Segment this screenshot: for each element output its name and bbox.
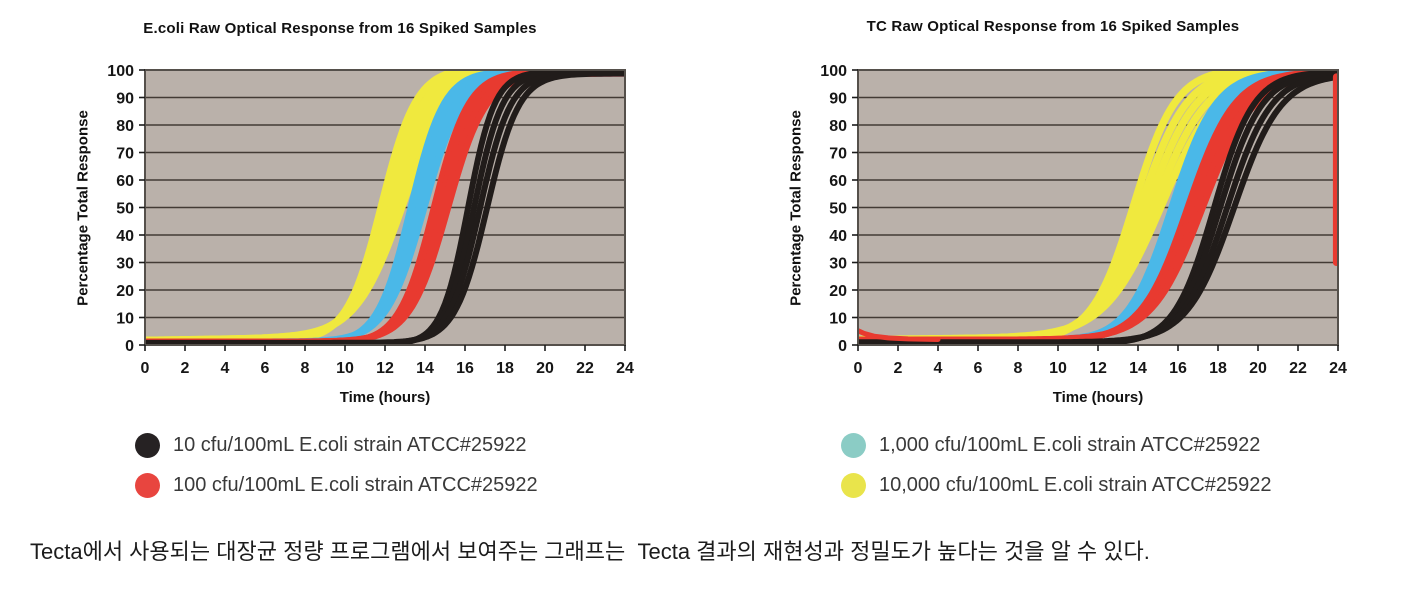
- legend-item-1000cfu: 1,000 cfu/100mL E.coli strain ATCC#25922: [841, 433, 1271, 458]
- svg-text:4: 4: [221, 360, 230, 377]
- svg-text:8: 8: [1014, 360, 1023, 377]
- tc-chart-title: TC Raw Optical Response from 16 Spiked S…: [866, 18, 1240, 35]
- svg-text:90: 90: [829, 91, 847, 108]
- svg-text:2: 2: [894, 360, 903, 377]
- legend-dot-teal-icon: [841, 433, 866, 458]
- svg-text:30: 30: [116, 256, 134, 273]
- svg-text:0: 0: [854, 360, 863, 377]
- svg-text:6: 6: [974, 360, 983, 377]
- legend-dot-red-icon: [135, 473, 160, 498]
- svg-text:10: 10: [116, 311, 134, 328]
- svg-text:20: 20: [536, 360, 554, 377]
- svg-text:4: 4: [934, 360, 943, 377]
- svg-text:12: 12: [1089, 360, 1107, 377]
- ecoli-chart-title: E.coli Raw Optical Response from 16 Spik…: [143, 20, 537, 37]
- svg-text:20: 20: [1249, 360, 1267, 377]
- legend-left: 10 cfu/100mL E.coli strain ATCC#25922 10…: [135, 433, 538, 498]
- tc-x-axis-title: Time (hours): [1052, 389, 1144, 406]
- svg-text:70: 70: [116, 146, 134, 163]
- svg-text:24: 24: [1329, 360, 1347, 377]
- svg-text:60: 60: [829, 173, 847, 190]
- svg-text:10: 10: [829, 311, 847, 328]
- legend-item-100cfu: 100 cfu/100mL E.coli strain ATCC#25922: [135, 473, 538, 498]
- ecoli-plot-area: 0 2 4 6 8 10 12 14 16 18 20 22 240102030405060708090…: [107, 63, 634, 377]
- svg-text:70: 70: [829, 146, 847, 163]
- svg-text:22: 22: [576, 360, 594, 377]
- svg-text:50: 50: [116, 201, 134, 218]
- svg-text:14: 14: [1129, 360, 1147, 377]
- ecoli-x-axis-title: Time (hours): [339, 389, 431, 406]
- svg-text:14: 14: [416, 360, 434, 377]
- svg-text:8: 8: [301, 360, 310, 377]
- svg-text:10: 10: [1049, 360, 1067, 377]
- svg-text:16: 16: [1169, 360, 1187, 377]
- legend-label: 1,000 cfu/100mL E.coli strain ATCC#25922: [879, 434, 1261, 456]
- svg-text:20: 20: [116, 283, 134, 300]
- svg-text:0: 0: [838, 338, 847, 355]
- svg-text:22: 22: [1289, 360, 1307, 377]
- svg-text:0: 0: [125, 338, 134, 355]
- svg-text:30: 30: [829, 256, 847, 273]
- svg-text:20: 20: [829, 283, 847, 300]
- svg-text:40: 40: [829, 228, 847, 245]
- svg-text:80: 80: [116, 118, 134, 135]
- legend-dot-yellow-icon: [841, 473, 866, 498]
- svg-text:18: 18: [1209, 360, 1227, 377]
- svg-text:80: 80: [829, 118, 847, 135]
- legend-dot-black-icon: [135, 433, 160, 458]
- svg-text:100: 100: [107, 63, 134, 80]
- svg-text:24: 24: [616, 360, 634, 377]
- svg-text:90: 90: [116, 91, 134, 108]
- svg-text:12: 12: [376, 360, 394, 377]
- svg-text:16: 16: [456, 360, 474, 377]
- svg-text:10: 10: [336, 360, 354, 377]
- svg-text:100: 100: [820, 63, 847, 80]
- svg-text:40: 40: [116, 228, 134, 245]
- legend-item-10000cfu: 10,000 cfu/100mL E.coli strain ATCC#2592…: [841, 473, 1271, 498]
- figure-caption: Tecta에서 사용되는 대장균 정량 프로그램에서 보여주는 그래프는 Tec…: [30, 539, 1150, 564]
- legend-label: 10 cfu/100mL E.coli strain ATCC#25922: [173, 434, 527, 456]
- svg-text:18: 18: [496, 360, 514, 377]
- svg-text:60: 60: [116, 173, 134, 190]
- svg-text:0: 0: [141, 360, 150, 377]
- legend-item-10cfu: 10 cfu/100mL E.coli strain ATCC#25922: [135, 433, 538, 458]
- svg-text:6: 6: [261, 360, 270, 377]
- legend-label: 100 cfu/100mL E.coli strain ATCC#25922: [173, 474, 538, 496]
- tc-plot-area: 0 2 4 6 8 10 12 14 16 18 20 22 240102030405060708090…: [820, 63, 1347, 377]
- legend-label: 10,000 cfu/100mL E.coli strain ATCC#2592…: [879, 474, 1272, 496]
- legend-right: 1,000 cfu/100mL E.coli strain ATCC#25922…: [841, 433, 1271, 498]
- svg-text:2: 2: [181, 360, 190, 377]
- svg-text:50: 50: [829, 201, 847, 218]
